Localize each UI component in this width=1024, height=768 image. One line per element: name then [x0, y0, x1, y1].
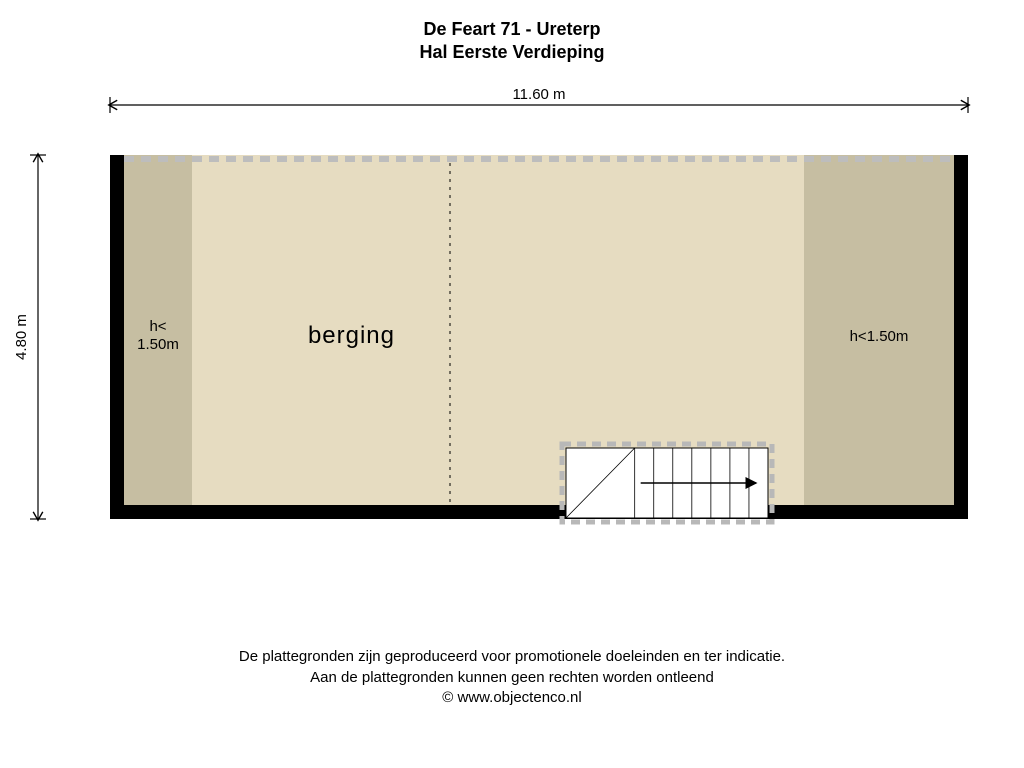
- height-label-left-2: 1.50m: [137, 336, 179, 353]
- footer-line-3: © www.objectenco.nl: [0, 688, 1024, 708]
- height-label-left: h<: [149, 318, 166, 335]
- wall-bottom: [110, 505, 968, 519]
- wall-right: [954, 155, 968, 519]
- floorplan-canvas: 11.60 m 4.80 m berging h<1.50m h<1.50m: [0, 0, 1024, 560]
- wall-left: [110, 155, 124, 519]
- room-name-label: berging: [308, 322, 395, 349]
- height-label-right: h<1.50m: [850, 328, 909, 345]
- dimension-width-label: 11.60 m: [512, 86, 565, 103]
- footer-line-2: Aan de plattegronden kunnen geen rechten…: [0, 668, 1024, 688]
- page-footer: De plattegronden zijn geproduceerd voor …: [0, 647, 1024, 708]
- footer-line-1: De plattegronden zijn geproduceerd voor …: [0, 647, 1024, 667]
- dimension-height-label: 4.80 m: [13, 314, 30, 360]
